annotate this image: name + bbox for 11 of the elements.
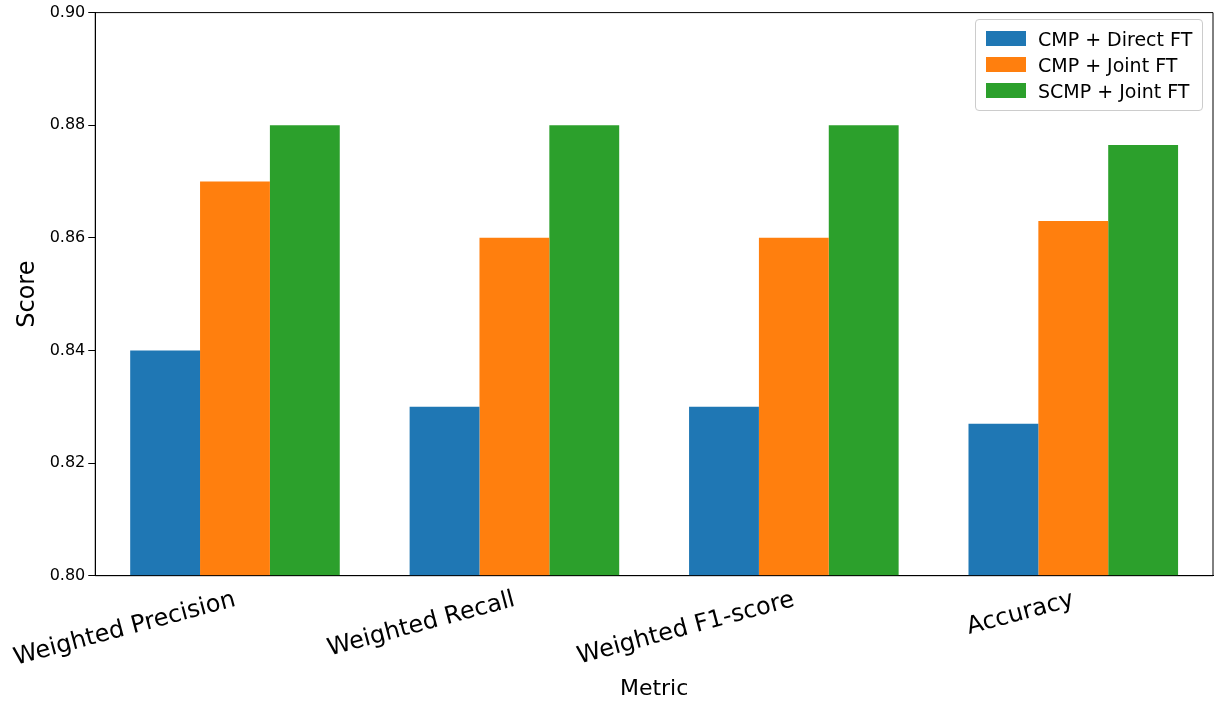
y-axis-title: Score xyxy=(12,260,41,328)
y-tick-label: 0.88 xyxy=(49,114,86,134)
y-tick-label: 0.86 xyxy=(49,226,86,246)
y-tick-label: 0.84 xyxy=(49,339,86,359)
legend-label: CMP + Joint FT xyxy=(1038,53,1178,76)
legend-label: CMP + Direct FT xyxy=(1038,27,1193,50)
y-tick-label: 0.90 xyxy=(49,1,86,21)
x-axis-title: Metric xyxy=(619,674,689,700)
legend-label: SCMP + Joint FT xyxy=(1038,79,1190,102)
y-tick-label: 0.82 xyxy=(49,452,86,472)
y-tick-label: 0.80 xyxy=(49,564,86,584)
